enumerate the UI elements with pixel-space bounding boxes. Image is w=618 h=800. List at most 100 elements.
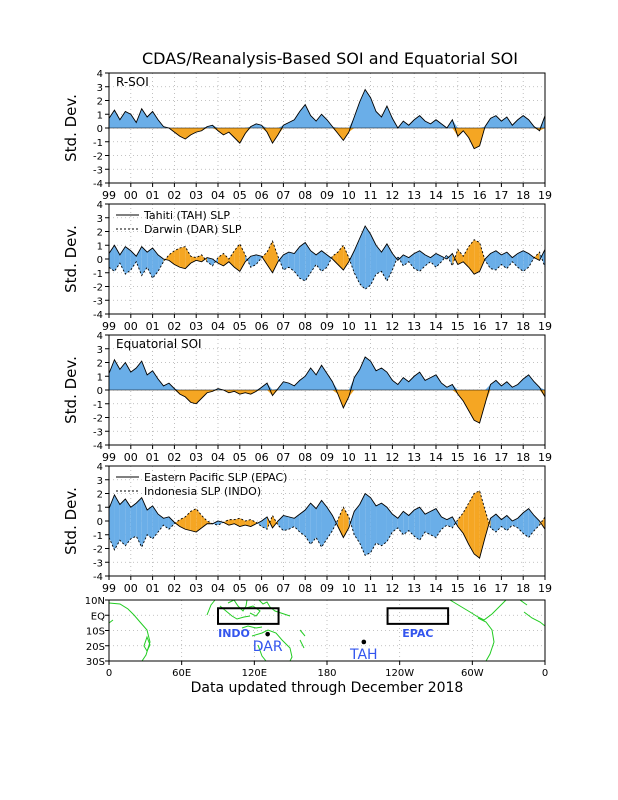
x-tick-label: 19	[538, 582, 552, 595]
difference-fill	[207, 257, 213, 266]
y-tick-label: 0	[97, 124, 103, 135]
difference-fill	[457, 512, 464, 534]
difference-fill	[223, 519, 229, 526]
x-tick-label: 08	[298, 451, 312, 464]
y-tick-label: 0	[97, 386, 103, 397]
x-tick-label: 00	[124, 320, 138, 333]
coastline	[241, 625, 263, 629]
difference-fill	[354, 504, 360, 543]
region-label-epac: EPAC	[402, 627, 433, 640]
legend-label: Indonesia SLP (INDO)	[144, 485, 261, 498]
difference-fill	[463, 246, 469, 268]
difference-fill	[485, 253, 491, 269]
map-x-tick-label: 60W	[461, 668, 484, 679]
difference-fill	[174, 519, 180, 527]
station-dot-tah	[361, 639, 367, 645]
x-tick-label: 14	[429, 582, 443, 595]
difference-fill	[501, 252, 507, 269]
difference-fill	[141, 246, 148, 276]
x-tick-label: 10	[342, 320, 356, 333]
difference-fill	[479, 242, 486, 272]
y-axis-label: Std. Dev.	[62, 487, 80, 555]
y-tick-label: -1	[93, 400, 103, 411]
difference-fill	[114, 494, 120, 550]
x-tick-label: 06	[255, 320, 269, 333]
series-line	[108, 356, 546, 424]
difference-fill	[386, 243, 393, 281]
difference-fill	[239, 243, 246, 272]
coastline	[143, 635, 151, 653]
footer-note: Data updated through December 2018	[191, 680, 464, 696]
difference-fill	[539, 516, 545, 530]
difference-fill	[506, 515, 513, 531]
y-tick-label: 2	[97, 228, 103, 239]
x-tick-label: 14	[429, 189, 443, 202]
difference-fill	[305, 503, 311, 545]
x-tick-label: 13	[407, 189, 421, 202]
x-tick-label: 08	[298, 320, 312, 333]
difference-fill	[517, 512, 524, 534]
difference-fill	[147, 505, 153, 539]
x-tick-label: 10	[342, 189, 356, 202]
map-y-tick-label: 10S	[86, 627, 105, 638]
difference-fill	[392, 514, 398, 532]
difference-fill	[272, 241, 278, 273]
difference-fill	[490, 514, 496, 532]
x-tick-label: 12	[385, 582, 399, 595]
x-tick-label: 05	[233, 189, 247, 202]
x-tick-label: 03	[189, 582, 203, 595]
difference-fill	[299, 510, 306, 537]
difference-fill	[158, 254, 164, 272]
difference-fill	[436, 253, 442, 268]
map-y-tick-label: 30S	[86, 657, 105, 668]
difference-fill	[327, 507, 333, 539]
difference-fill	[501, 515, 507, 531]
difference-fill	[130, 250, 137, 270]
y-tick-label: 2	[97, 490, 103, 501]
y-tick-label: 1	[97, 110, 103, 121]
y-tick-label: -4	[93, 441, 103, 452]
x-tick-label: 01	[146, 320, 160, 333]
region-label-indo: INDO	[218, 627, 250, 640]
x-tick-label: 14	[429, 451, 443, 464]
x-tick-label: 01	[146, 451, 160, 464]
x-tick-label: 14	[429, 320, 443, 333]
y-tick-label: -3	[93, 558, 103, 569]
y-tick-label: 4	[97, 331, 103, 342]
difference-fill	[299, 242, 306, 281]
y-tick-label: 3	[97, 83, 103, 94]
x-tick-label: 16	[473, 189, 487, 202]
difference-fill	[403, 511, 409, 535]
y-tick-label: 2	[97, 359, 103, 370]
x-tick-label: 99	[102, 189, 116, 202]
x-tick-label: 06	[255, 451, 269, 464]
station-label-dar: DAR	[253, 639, 283, 655]
difference-fill	[283, 252, 289, 270]
x-tick-label: 06	[255, 189, 269, 202]
difference-fill	[261, 252, 268, 265]
y-tick-label: 0	[97, 255, 103, 266]
x-tick-label: 17	[494, 320, 508, 333]
y-axis-label: Std. Dev.	[62, 356, 80, 424]
difference-fill	[207, 521, 213, 524]
x-tick-label: 09	[320, 582, 334, 595]
y-tick-label: -3	[93, 165, 103, 176]
difference-fill	[528, 508, 535, 538]
y-tick-label: -4	[93, 310, 103, 321]
difference-fill	[430, 508, 436, 538]
difference-fill	[196, 254, 202, 262]
difference-fill	[283, 515, 289, 531]
positive-area-fill	[109, 89, 545, 128]
x-tick-label: 16	[473, 320, 487, 333]
difference-fill	[179, 246, 186, 269]
x-tick-label: 08	[298, 582, 312, 595]
difference-fill	[316, 250, 322, 272]
x-tick-label: 18	[516, 320, 530, 333]
difference-fill	[294, 246, 300, 279]
station-label-tah: TAH	[349, 647, 378, 663]
x-tick-label: 07	[276, 320, 290, 333]
x-tick-label: 00	[124, 582, 138, 595]
x-tick-label: 18	[516, 582, 530, 595]
legend-label: Eastern Pacific SLP (EPAC)	[144, 471, 287, 484]
x-tick-label: 15	[451, 582, 465, 595]
